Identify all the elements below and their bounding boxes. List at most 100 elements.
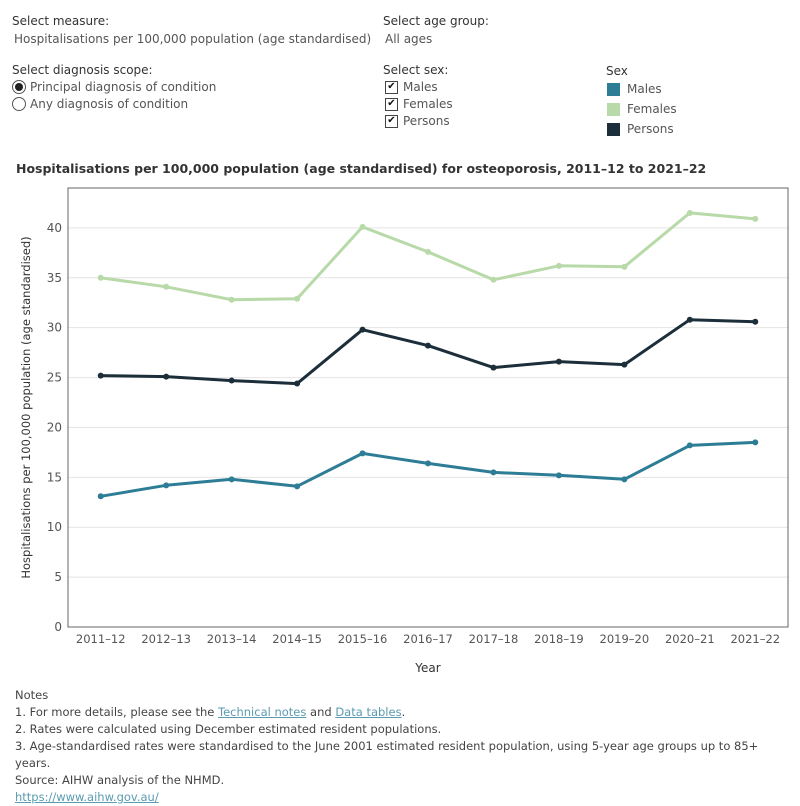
data-point-persons <box>97 372 104 379</box>
x-tick-label: 2013–14 <box>207 632 257 646</box>
note-1: 1. For more details, please see the Tech… <box>15 704 795 721</box>
legend-label: Persons <box>627 122 674 136</box>
data-point-males <box>163 482 170 489</box>
note-1-prefix: 1. For more details, please see the <box>15 705 218 719</box>
data-tables-link[interactable]: Data tables <box>335 705 402 719</box>
note-3: 3. Age-standardised rates were standardi… <box>15 739 759 770</box>
sex-option-males-label: Males <box>403 80 438 94</box>
data-point-males <box>294 483 301 490</box>
measure-select[interactable]: Hospitalisations per 100,000 population … <box>14 32 372 46</box>
data-point-males <box>490 469 497 476</box>
sex-option-persons[interactable]: ✔ Persons <box>385 114 450 128</box>
series-line-persons <box>100 318 756 386</box>
legend-swatch <box>607 82 620 96</box>
sex-option-females-label: Females <box>403 97 453 111</box>
radio-unselected-icon[interactable] <box>12 97 26 111</box>
x-tick-label: 2021–22 <box>730 632 780 646</box>
series-line-females <box>100 211 756 302</box>
data-point-females <box>359 223 366 230</box>
data-point-females <box>621 263 628 270</box>
checkbox-checked-icon[interactable]: ✔ <box>385 97 398 111</box>
scope-option-any-label: Any diagnosis of condition <box>30 97 189 111</box>
age-group-label: Select age group: <box>383 14 489 28</box>
plot-frame <box>67 187 789 628</box>
x-tick-label: 2014–15 <box>272 632 322 646</box>
y-tick-label: 35 <box>47 271 62 285</box>
data-point-females <box>686 209 693 216</box>
series-lines <box>100 211 756 498</box>
legend-label: Males <box>627 82 662 96</box>
checkbox-checked-icon[interactable]: ✔ <box>385 114 398 128</box>
sex-option-females[interactable]: ✔ Females <box>385 97 453 111</box>
x-tick-label: 2018–19 <box>534 632 584 646</box>
data-point-females <box>425 248 431 255</box>
data-point-females <box>752 215 759 222</box>
legend-item-persons[interactable]: Persons <box>607 122 674 136</box>
data-point-females <box>97 274 104 281</box>
data-point-males <box>555 472 562 479</box>
measure-label: Select measure: <box>12 14 110 28</box>
sex-option-males[interactable]: ✔ Males <box>385 80 438 94</box>
data-point-females <box>490 276 497 283</box>
y-tick-label: 10 <box>47 520 62 534</box>
data-point-females <box>294 295 301 302</box>
y-tick-label: 25 <box>47 371 62 385</box>
data-point-persons <box>752 318 759 325</box>
data-point-males <box>228 476 235 483</box>
data-point-persons <box>228 377 235 384</box>
legend-swatch <box>607 102 620 116</box>
data-point-males <box>621 476 628 483</box>
chart-title: Hospitalisations per 100,000 population … <box>16 161 707 176</box>
scope-option-principal[interactable]: Principal diagnosis of condition <box>12 80 216 94</box>
data-point-males <box>359 450 366 457</box>
technical-notes-link[interactable]: Technical notes <box>218 705 307 719</box>
data-point-persons <box>359 326 366 333</box>
x-tick-label: 2017–18 <box>469 632 519 646</box>
data-point-females <box>555 262 562 269</box>
checkbox-checked-icon[interactable]: ✔ <box>385 80 398 94</box>
legend-label: Females <box>627 102 677 116</box>
data-point-persons <box>163 373 170 380</box>
series-points <box>97 209 759 500</box>
series-line-males <box>100 440 756 498</box>
data-point-persons <box>555 358 562 365</box>
note-2: 2. Rates were calculated using December … <box>15 722 442 736</box>
legend-item-males[interactable]: Males <box>607 82 662 96</box>
y-tick-label: 0 <box>54 620 62 634</box>
data-point-females <box>228 296 235 303</box>
x-tick-label: 2011–12 <box>76 632 126 646</box>
legend-item-females[interactable]: Females <box>607 102 677 116</box>
x-tick-label: 2020–21 <box>665 632 715 646</box>
legend-swatch <box>607 122 620 136</box>
radio-selected-icon[interactable] <box>12 80 26 94</box>
y-tick-label: 20 <box>47 420 62 434</box>
x-tick-label: 2016–17 <box>403 632 453 646</box>
y-tick-label: 15 <box>47 470 62 484</box>
y-axis-label: Hospitalisations per 100,000 population … <box>19 236 33 578</box>
data-point-persons <box>621 361 628 368</box>
x-tick-label: 2019–20 <box>600 632 650 646</box>
scope-option-any[interactable]: Any diagnosis of condition <box>12 97 188 111</box>
note-1-suffix: . <box>401 705 406 719</box>
grid-lines <box>68 227 788 578</box>
notes-section: Notes 1. For more details, please see th… <box>15 687 795 806</box>
source-text: Source: AIHW analysis of the NHMD. <box>15 773 225 787</box>
data-point-persons <box>425 342 431 349</box>
y-tick-label: 40 <box>47 221 62 235</box>
note-1-mid: and <box>306 705 336 719</box>
notes-heading: Notes <box>15 688 49 702</box>
x-tick-label: 2015–16 <box>338 632 388 646</box>
data-point-persons <box>490 364 497 371</box>
x-tick-label: 2012–13 <box>141 632 191 646</box>
data-point-males <box>752 439 759 446</box>
age-group-select[interactable]: All ages <box>385 32 433 46</box>
aihw-url-link[interactable]: https://www.aihw.gov.au/ <box>15 790 159 804</box>
y-tick-label: 5 <box>54 570 62 584</box>
data-point-persons <box>294 380 301 387</box>
x-axis-ticks: 2011–12 2012–13 2013–14 2014–15 2015–16 2016–… <box>76 632 780 646</box>
legend-title: Sex <box>606 64 628 78</box>
data-point-females <box>163 283 170 290</box>
sex-filter-label: Select sex: <box>383 63 449 77</box>
scope-option-principal-label: Principal diagnosis of condition <box>30 80 217 94</box>
